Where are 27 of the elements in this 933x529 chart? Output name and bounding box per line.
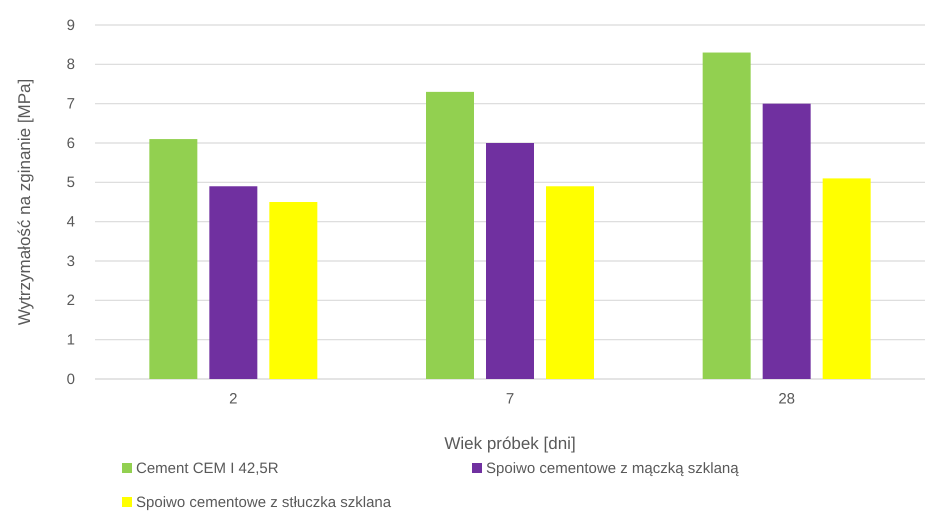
bar — [702, 52, 751, 379]
y-tick-label: 2 — [66, 292, 75, 310]
y-tick-label: 1 — [66, 331, 75, 348]
x-axis-title: Wiek próbek [dni] — [444, 434, 576, 453]
y-tick-label: 6 — [66, 134, 75, 152]
y-tick-label: 9 — [66, 16, 75, 34]
x-tick-label: 2 — [229, 390, 238, 408]
y-tick-label: 0 — [66, 370, 75, 388]
bar — [546, 186, 594, 379]
bar — [426, 92, 474, 379]
y-tick-label: 4 — [66, 213, 75, 230]
bar — [486, 143, 534, 379]
y-tick-label: 5 — [66, 174, 75, 192]
bar — [209, 186, 258, 379]
x-tick-label: 7 — [506, 390, 514, 408]
bar — [762, 104, 811, 379]
y-axis-title: Wytrzymałość na zginanie [MPa] — [15, 78, 34, 326]
legend-label: Spoiwo cementowe z mączką szklaną — [486, 460, 740, 477]
bar — [149, 139, 198, 379]
bar — [269, 202, 318, 379]
x-tick-label: 28 — [778, 390, 796, 408]
legend-label: Cement CEM I 42,5R — [136, 460, 279, 477]
y-tick-label: 7 — [66, 95, 75, 112]
legend-label: Spoiwo cementowe z stłuczka szklana — [136, 494, 392, 511]
bar — [822, 178, 871, 379]
y-tick-label: 8 — [66, 56, 75, 74]
y-tick-label: 3 — [66, 252, 75, 270]
